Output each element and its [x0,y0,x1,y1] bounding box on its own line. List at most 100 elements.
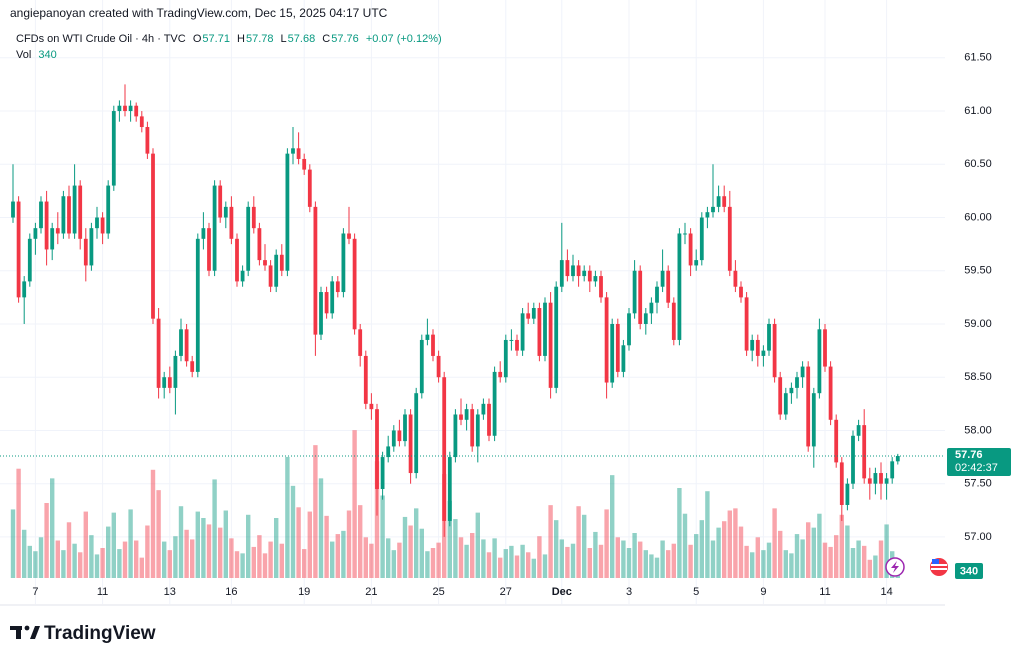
candle-body [212,185,217,271]
candle-body [515,339,519,351]
volume-bar [111,512,116,578]
volume-bar [593,531,598,578]
volume-bar [542,554,548,578]
candle-body [274,254,279,287]
volume-bar [862,545,867,578]
volume-bar [750,552,755,578]
credit: angiepanoyan created with TradingView.co… [10,6,388,20]
candle-body [795,377,799,388]
volume-bar [139,557,144,578]
candle-body [576,265,581,277]
volume-bar [246,514,251,578]
candle-body [414,393,419,474]
volume-bar [374,461,380,578]
volume-bar [251,546,256,578]
candle-body [571,265,575,277]
candle-body [610,323,615,383]
volume-bar [178,506,184,578]
volume-bar [509,545,514,578]
candle-body [862,425,867,479]
volume-bar [341,530,346,578]
volume-bar [218,527,223,578]
volume-bar [78,552,83,578]
volume-bar [447,500,452,578]
candle-body [475,414,480,447]
symbol-title: CFDs on WTI Crude Oil · 4h · TVC [16,33,186,45]
volume-bar [55,540,60,578]
volume-bar [453,519,458,578]
volume-bar [464,544,469,578]
candle-body [699,217,704,261]
candle-body [503,339,508,378]
volume-bar [761,550,766,578]
volume-bar [33,551,38,578]
alert-icon[interactable] [885,557,905,577]
volume-bar [285,456,290,578]
candle-body [44,201,49,250]
volume-bar [380,495,385,578]
candle-body [755,339,760,356]
volume-bar [486,552,492,578]
candle-body [16,201,21,298]
volume-bar [279,543,284,578]
candle-body [565,260,570,277]
x-tick-label: 11 [819,586,830,598]
price-label-box [947,448,1011,477]
volume-bar [386,538,391,578]
price-label: 57.76 [955,449,983,461]
candle-body [481,403,486,415]
volume-bar [755,537,760,578]
candle-body [95,217,99,229]
x-tick-label: 9 [760,586,766,598]
volume-bar [94,554,100,578]
candle-body [173,355,178,388]
candle-body [386,446,391,458]
volume-bar [520,544,525,578]
volume-bar [688,544,693,578]
candle-body [380,457,385,490]
volume-bar [268,541,273,578]
candle-body [643,313,648,324]
volume-bar [195,511,200,578]
ohlc-value: 57.78 [245,33,274,45]
y-tick-label: 61.00 [964,105,992,117]
volume-pane [10,430,900,578]
country-flag[interactable] [930,558,948,576]
volume-bar [167,550,172,578]
logo-mark [10,625,40,639]
candle-body [167,377,172,388]
volume-bar [598,544,604,578]
volume-bar [738,526,744,578]
grid [0,0,945,604]
candle-body [22,281,27,298]
x-tick-label: 19 [298,586,310,598]
volume-bar [162,541,167,578]
candle-body [666,270,671,303]
volume-bar [649,554,654,578]
candle-body [632,270,637,314]
volume-bar [274,518,279,578]
candle-body [319,292,323,335]
change: +0.07 (+0.12%) [365,33,442,45]
candle-body [694,260,699,266]
x-tick-label: 13 [164,586,176,598]
candle-body [716,196,721,207]
countdown: 02:42:37 [955,462,998,474]
volume-bar [554,520,559,578]
volume-bar [150,469,156,578]
volume-bar [722,521,727,578]
candle-body [341,233,346,293]
candle-body [582,270,587,277]
candle-body [268,265,273,287]
candle-body [296,148,301,159]
volume-bar [369,543,374,578]
volume-bar [391,550,396,578]
volume-bar [682,513,688,578]
candle-body [554,286,559,388]
candle-body [884,478,889,484]
volume-bar [425,551,430,578]
candle-body [599,276,603,298]
candle-body [201,228,206,239]
ohlc-value: 57.76 [331,33,359,45]
candle-body [134,105,139,117]
